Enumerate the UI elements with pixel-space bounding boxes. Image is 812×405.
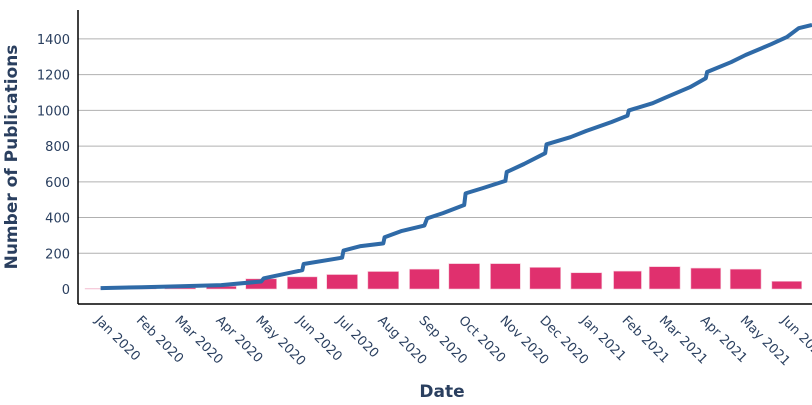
bar [648,266,681,290]
y-tick-label: 400 [45,212,70,227]
bar [326,274,358,290]
x-axis-title: Date [419,382,464,402]
y-tick-label: 1400 [37,33,70,48]
y-tick-label: 0 [62,283,70,298]
bar [529,267,561,290]
bar [613,270,642,290]
bar [690,267,722,290]
y-tick-label: 200 [45,247,70,262]
y-tick-label: 600 [45,176,70,191]
bar [448,263,480,290]
bar [771,281,803,290]
gridlines [78,38,812,254]
y-tick-label: 1000 [37,104,70,119]
bar [367,271,400,290]
y-tick-label: 800 [45,140,70,155]
y-tick-label: 1200 [37,69,70,84]
y-axis-title: Number of Publications [2,45,22,270]
bar [490,263,521,290]
bar [570,272,603,290]
bar [287,276,318,290]
monthly-bars [84,263,803,290]
bar [409,268,440,290]
cumulative-series-line [100,23,812,291]
cumulative-line [100,23,812,291]
bar [729,268,762,290]
